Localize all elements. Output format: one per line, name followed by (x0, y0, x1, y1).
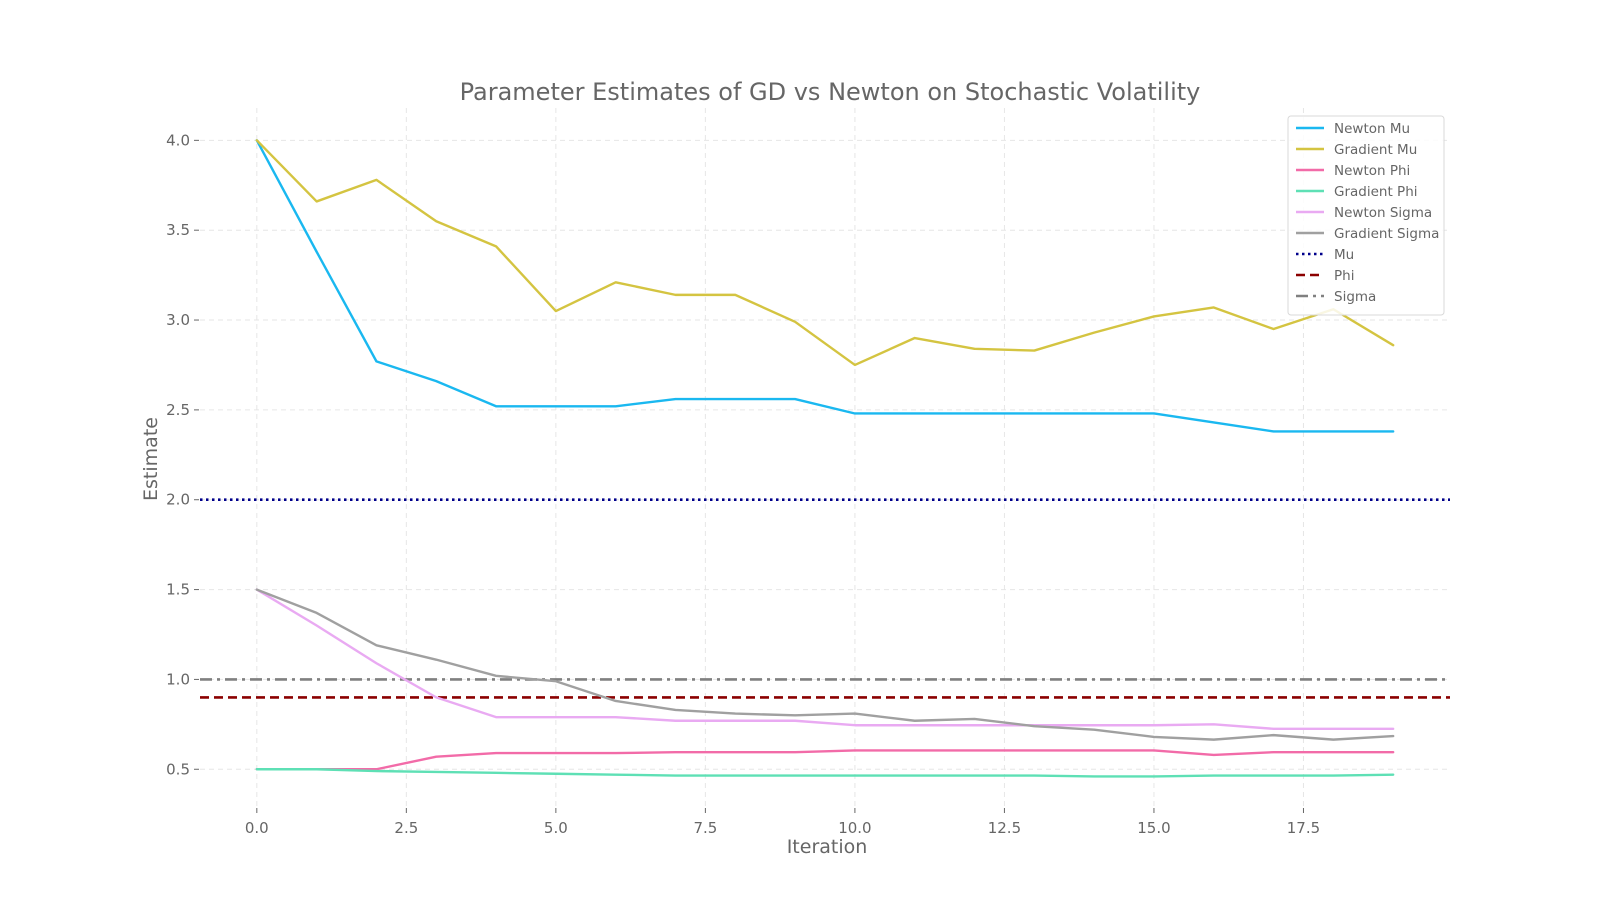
x-tick-label: 12.5 (988, 819, 1021, 837)
grid-layer (200, 108, 1450, 807)
y-tick-label: 3.5 (166, 221, 190, 239)
legend: Newton Mu Gradient Mu Newton Phi Gradient P… (1287, 115, 1445, 316)
x-tick-label: 17.5 (1287, 819, 1320, 837)
x-axis-label: Iteration (787, 836, 868, 858)
legend-label: Newton Mu (1334, 121, 1410, 137)
legend-label: Newton Sigma (1334, 205, 1432, 221)
y-tick-label: 4.0 (166, 131, 190, 149)
y-axis-label: Estimate (140, 417, 162, 501)
series-line-gradient-mu (255, 139, 1395, 367)
x-tick-label: 15.0 (1137, 819, 1170, 837)
legend-label: Phi (1334, 268, 1354, 284)
y-tick-label: 2.5 (166, 401, 190, 419)
axes-ticks: 0.0 2.5 5.0 7.5 10.0 12.5 15.0 17.5 0.5 1.0 1.5 2.0… (166, 131, 1320, 837)
legend-label: Mu (1334, 247, 1354, 263)
x-tick-label: 0.0 (245, 819, 269, 837)
series-line-newton-sigma (255, 588, 1395, 731)
y-tick-label: 0.5 (166, 760, 190, 778)
legend-label: Newton Phi (1334, 163, 1410, 179)
y-tick-label: 1.0 (166, 670, 190, 688)
legend-label: Sigma (1334, 289, 1376, 305)
x-tick-label: 2.5 (394, 819, 418, 837)
legend-label: Gradient Mu (1334, 142, 1417, 158)
legend-box (1287, 115, 1445, 316)
y-tick-label: 3.0 (166, 311, 190, 329)
y-tick-label: 1.5 (166, 581, 190, 599)
series-line-newton-phi (255, 749, 1395, 771)
y-tick-label: 2.0 (166, 491, 190, 509)
series-line-newton-mu (255, 139, 1395, 433)
series-line-gradient-phi (255, 768, 1395, 778)
x-tick-label: 5.0 (544, 819, 568, 837)
x-tick-label: 10.0 (838, 819, 871, 837)
chart-title: Parameter Estimates of GD vs Newton on S… (460, 78, 1201, 106)
series-line-gradient-sigma (255, 588, 1395, 741)
reference-lines (200, 498, 1450, 699)
legend-label: Gradient Sigma (1334, 226, 1439, 242)
series-lines (255, 139, 1395, 778)
x-tick-label: 7.5 (693, 819, 717, 837)
legend-label: Gradient Phi (1334, 184, 1418, 200)
